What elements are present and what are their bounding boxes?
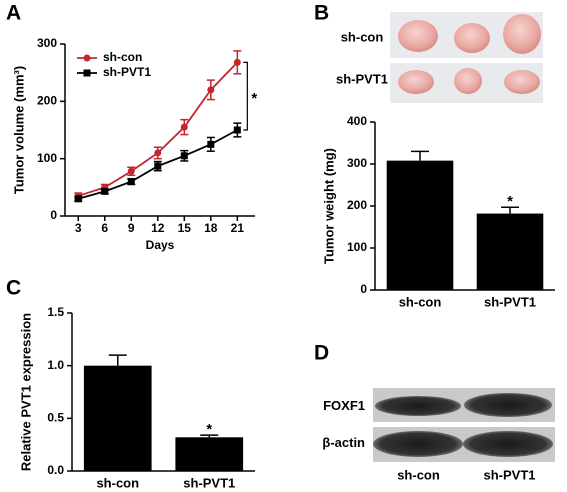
- significance: *: [507, 193, 513, 210]
- y-tick-label: 0: [50, 208, 57, 222]
- y-axis-label: Tumor volume (mm³): [11, 66, 26, 194]
- tumor-photos: [390, 12, 543, 103]
- x-axis-label: Days: [146, 238, 175, 252]
- marker: [180, 123, 188, 131]
- row-label: β-actin: [322, 435, 365, 450]
- significance-bracket: [243, 61, 248, 131]
- panel-label: D: [314, 342, 329, 365]
- y-tick-label: 0.0: [47, 463, 64, 477]
- marker: [233, 58, 241, 66]
- significance: *: [206, 421, 212, 438]
- x-tick-label: sh-con: [399, 294, 442, 309]
- marker: [207, 86, 215, 94]
- panel-label: C: [6, 277, 21, 300]
- y-tick-label: 0: [360, 282, 367, 296]
- marker: [127, 167, 135, 175]
- line: [77, 61, 238, 197]
- legend-marker: [83, 69, 91, 77]
- legend-label: sh-PVT1: [103, 65, 151, 79]
- column-label: sh-con: [397, 467, 440, 482]
- marker: [74, 195, 82, 203]
- significance: *: [251, 90, 257, 107]
- marker: [127, 178, 135, 186]
- marker: [154, 149, 162, 157]
- x-tick-label: sh-con: [96, 475, 139, 490]
- bar: [386, 160, 454, 290]
- x-tick-label: sh-PVT1: [183, 475, 235, 490]
- x-tick-label: 15: [178, 221, 192, 235]
- y-tick-label: 100: [347, 240, 367, 254]
- marker: [180, 152, 188, 160]
- western-blot: [373, 388, 555, 462]
- row-label: FOXF1: [323, 398, 365, 413]
- y-axis-label: Tumor weight (mg): [321, 148, 336, 264]
- panel-label: B: [314, 2, 329, 25]
- marker: [207, 140, 215, 148]
- image-row-label: sh-con: [341, 29, 384, 44]
- y-tick-label: 200: [347, 198, 367, 212]
- x-tick-label: 21: [231, 221, 245, 235]
- y-axis-label: Relative PVT1 expression: [18, 313, 33, 471]
- y-tick-label: 0.5: [47, 411, 64, 425]
- panel-label: A: [6, 2, 21, 25]
- legend-label: sh-con: [103, 50, 142, 64]
- x-tick-label: sh-PVT1: [484, 294, 536, 309]
- bar: [175, 437, 244, 471]
- x-tick-label: 6: [101, 221, 108, 235]
- x-tick-label: 12: [151, 221, 165, 235]
- x-tick-label: 18: [204, 221, 218, 235]
- column-label: sh-PVT1: [483, 467, 535, 482]
- marker: [154, 162, 162, 170]
- y-tick-label: 300: [37, 36, 57, 50]
- bar: [83, 365, 152, 471]
- y-tick-label: 100: [37, 151, 57, 165]
- marker: [101, 187, 109, 195]
- y-tick-label: 1.5: [47, 305, 64, 319]
- y-tick-label: 400: [347, 114, 367, 128]
- x-tick-label: 9: [128, 221, 135, 235]
- image-row-label: sh-PVT1: [336, 71, 388, 86]
- marker: [233, 126, 241, 134]
- legend-marker: [83, 54, 91, 62]
- x-tick-label: 3: [75, 221, 82, 235]
- bar: [476, 213, 544, 290]
- y-tick-label: 1.0: [47, 358, 64, 372]
- y-tick-label: 300: [347, 156, 367, 170]
- y-tick-label: 200: [37, 94, 57, 108]
